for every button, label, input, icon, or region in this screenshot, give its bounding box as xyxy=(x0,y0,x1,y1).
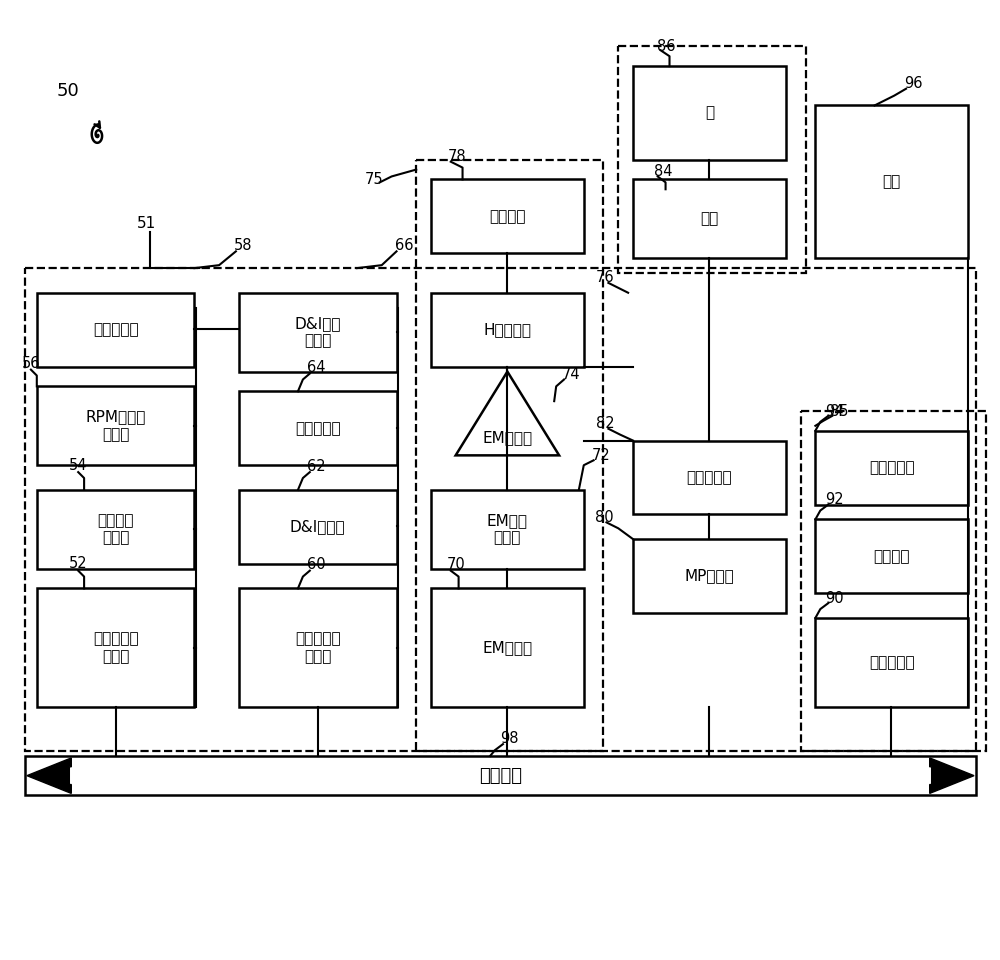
Text: 86: 86 xyxy=(657,38,675,54)
Text: 84: 84 xyxy=(654,164,672,179)
Text: 流量开关
传感器: 流量开关 传感器 xyxy=(97,513,134,545)
Bar xyxy=(239,588,397,707)
Text: 94: 94 xyxy=(825,403,844,419)
Text: 伽马传感器: 伽马传感器 xyxy=(295,420,340,436)
Bar xyxy=(431,588,584,707)
Text: 状态传感器
控制器: 状态传感器 控制器 xyxy=(93,632,138,663)
Text: 72: 72 xyxy=(592,448,610,463)
Text: 62: 62 xyxy=(307,459,325,473)
Text: EM放大器: EM放大器 xyxy=(482,430,532,445)
Text: 数据总线: 数据总线 xyxy=(479,767,522,784)
Text: 60: 60 xyxy=(307,557,325,572)
Bar xyxy=(239,490,397,564)
Text: D&I备份
传感器: D&I备份 传感器 xyxy=(294,316,341,348)
Text: 功率控制器: 功率控制器 xyxy=(869,655,915,670)
Text: 阀: 阀 xyxy=(705,106,714,120)
Bar xyxy=(815,106,968,258)
Bar xyxy=(239,293,397,372)
Text: 66: 66 xyxy=(395,238,413,252)
Bar xyxy=(37,386,194,466)
Bar xyxy=(431,180,584,253)
Text: 92: 92 xyxy=(825,492,844,507)
Text: 96: 96 xyxy=(904,76,923,91)
Bar xyxy=(815,519,968,593)
Bar xyxy=(633,441,786,515)
Text: 电池: 电池 xyxy=(883,175,901,189)
Text: 电机驱动器: 电机驱动器 xyxy=(687,470,732,485)
FancyArrow shape xyxy=(930,758,974,793)
Text: 76: 76 xyxy=(596,271,614,285)
Text: 82: 82 xyxy=(596,417,614,431)
Bar xyxy=(431,490,584,568)
Text: 间隙短节: 间隙短节 xyxy=(489,209,526,224)
Bar xyxy=(37,588,194,707)
Bar xyxy=(25,756,976,796)
Text: EM信号
生成器: EM信号 生成器 xyxy=(487,513,528,545)
Bar xyxy=(801,411,986,751)
Text: H桥驱动器: H桥驱动器 xyxy=(483,323,531,337)
Text: 74: 74 xyxy=(562,367,581,382)
Bar xyxy=(618,46,806,273)
Text: 78: 78 xyxy=(448,149,466,164)
Bar xyxy=(239,392,397,466)
Bar xyxy=(633,540,786,613)
Text: 冲击传感器: 冲击传感器 xyxy=(93,323,138,337)
Text: 90: 90 xyxy=(825,590,844,606)
Text: 接口传感器
控制器: 接口传感器 控制器 xyxy=(295,632,340,663)
Text: 98: 98 xyxy=(500,731,518,746)
Text: 51: 51 xyxy=(137,216,157,231)
Text: 54: 54 xyxy=(68,458,87,472)
Text: RPM陀螺仪
传感器: RPM陀螺仪 传感器 xyxy=(85,410,146,442)
Bar xyxy=(633,180,786,258)
Bar xyxy=(815,431,968,505)
Text: 50: 50 xyxy=(57,82,79,100)
Text: 压力传感器: 压力传感器 xyxy=(869,460,915,475)
Text: 电机: 电机 xyxy=(700,211,719,227)
Bar xyxy=(815,618,968,707)
Bar xyxy=(25,268,976,751)
Text: 64: 64 xyxy=(307,360,325,375)
Bar xyxy=(416,159,603,751)
Text: MP控制器: MP控制器 xyxy=(685,568,734,584)
Text: D&I传感器: D&I传感器 xyxy=(290,519,345,535)
Text: 80: 80 xyxy=(595,510,613,525)
Text: 电容器组: 电容器组 xyxy=(873,549,910,564)
Text: EM控制器: EM控制器 xyxy=(482,640,532,655)
Bar xyxy=(431,293,584,367)
Text: 85: 85 xyxy=(830,403,849,419)
FancyArrow shape xyxy=(27,758,71,793)
Text: 70: 70 xyxy=(447,557,466,572)
Text: 56: 56 xyxy=(22,356,41,372)
Text: 58: 58 xyxy=(234,238,252,252)
Text: 75: 75 xyxy=(365,172,384,187)
Text: 52: 52 xyxy=(68,556,87,571)
Bar xyxy=(37,293,194,367)
Bar xyxy=(633,66,786,159)
Bar xyxy=(37,490,194,568)
